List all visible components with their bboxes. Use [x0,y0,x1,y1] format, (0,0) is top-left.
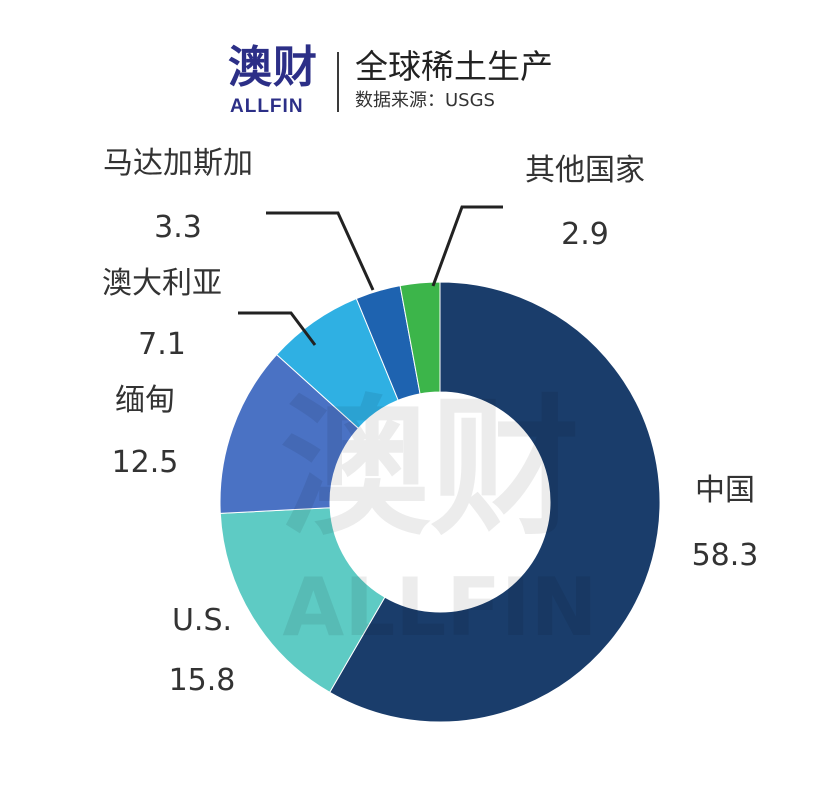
allfin-watermark: 澳财 ALLFIN [280,382,598,654]
slice-1 [219,507,386,694]
leader-line-4 [266,211,375,291]
slice-value-0: 58.3 [692,538,759,573]
slice-label-0: 中国 [695,473,755,508]
slice-value-4: 3.3 [154,210,202,245]
slice-labels: 中国 58.3 U.S. 15.8 缅甸 12.5 澳大利亚 7.1 马达加斯加 3.3 其他国家 2… [102,146,758,698]
slice-value-2: 12.5 [112,445,179,480]
leader-lines [238,205,503,346]
slice-label-1: U.S. [172,603,232,638]
slice-label-3: 澳大利亚 [102,266,222,301]
slice-5 [399,281,441,395]
slice-label-2: 缅甸 [115,383,175,418]
chart-source: 数据来源：USGS [355,90,495,111]
leader-line-5 [431,205,503,287]
slice-label-4: 马达加斯加 [103,146,253,181]
watermark-en: ALLFIN [282,561,597,654]
slice-value-5: 2.9 [561,217,609,252]
allfin-logo-cn: 澳财 [228,42,318,93]
slice-value-3: 7.1 [138,327,186,362]
slice-label-5: 其他国家 [525,153,645,188]
watermark-cn: 澳财 [280,382,580,556]
chart-title: 全球稀土生产 [355,47,553,86]
header-divider [337,52,339,112]
slice-0 [329,281,661,723]
leader-line-3 [238,311,317,346]
allfin-logo-en: ALLFIN [230,96,304,117]
slice-value-1: 15.8 [169,663,236,698]
chart-header: 澳财 ALLFIN 全球稀土生产 数据来源：USGS [0,0,821,120]
donut-slices [219,281,661,723]
